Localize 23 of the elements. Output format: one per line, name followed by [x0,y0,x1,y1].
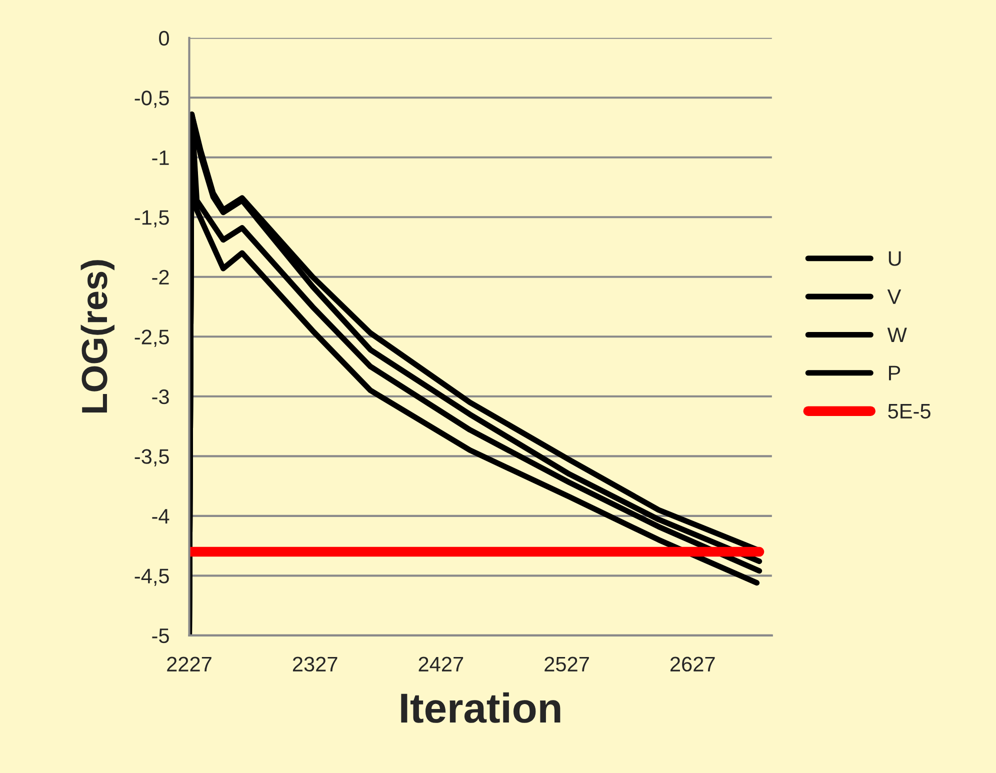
x-axis-title: Iteration [401,692,560,723]
y-tick-label: -4,5 [134,568,169,586]
y-tick-label: -1,5 [134,210,169,228]
legend-label: U [888,251,901,266]
y-axis-title: LOG(res) [80,260,114,412]
x-tick-label: 2627 [670,656,715,672]
y-tick-label: -3,5 [134,449,169,466]
y-tick-label: 0 [159,30,169,46]
y-tick-label: -5 [152,628,169,644]
x-tick-label: 2227 [167,656,212,672]
legend-label: P [889,366,900,380]
y-tick-label: -1 [152,150,169,165]
legend-label: V [887,290,902,304]
legend-label: 5E-5 [888,404,930,419]
legend-label: W [887,328,907,342]
y-tick-label: -2,5 [134,330,169,347]
y-tick-label: -4 [152,509,170,524]
y-tick-label: -2 [152,270,169,284]
x-tick-label: 2527 [544,656,589,672]
y-tick-label: -3 [152,389,169,404]
y-tick-label: -0,5 [134,90,169,108]
x-tick-label: 2427 [418,656,464,672]
x-tick-label: 2327 [292,656,338,672]
